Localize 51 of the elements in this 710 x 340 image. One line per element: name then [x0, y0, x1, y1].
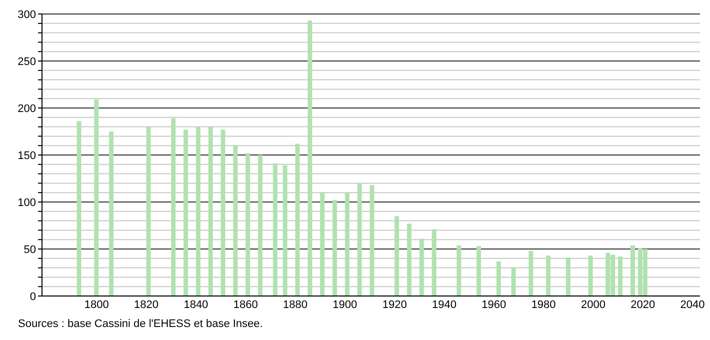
y-tick-label: 150 [18, 150, 36, 162]
x-tick-label: 1980 [531, 298, 556, 311]
bar [233, 146, 238, 296]
bar [332, 200, 337, 296]
bar [320, 192, 325, 296]
bar [566, 257, 570, 296]
x-tick-label: 2040 [680, 298, 705, 311]
bar [496, 261, 501, 296]
bar [630, 245, 635, 296]
y-tick-label: 250 [18, 56, 36, 68]
bar [511, 268, 516, 296]
bar [146, 126, 151, 296]
bar [109, 132, 114, 296]
x-tick-label: 2020 [630, 298, 656, 311]
y-tick-label: 300 [18, 8, 36, 21]
bar [546, 256, 551, 296]
y-tick-label: 100 [18, 196, 36, 209]
bar [476, 246, 481, 296]
x-tick-label: 1900 [332, 298, 358, 311]
bar [407, 224, 412, 296]
bar [419, 238, 424, 296]
bar [196, 126, 200, 296]
bar [618, 256, 623, 296]
x-tick-label: 1820 [134, 298, 159, 311]
bar [344, 192, 350, 296]
bar [258, 155, 262, 296]
bar [308, 20, 312, 296]
y-tick-label: 0 [30, 290, 36, 303]
x-tick-label: 1960 [482, 298, 506, 311]
source-note: Sources : base Cassini de l'EHESS et base Insee. [18, 318, 264, 330]
x-tick-label: 1920 [382, 298, 407, 311]
y-tick-label: 50 [24, 244, 36, 256]
bar [184, 130, 188, 296]
bar [456, 245, 462, 296]
x-tick-label: 2000 [580, 298, 606, 311]
bar [272, 163, 278, 296]
y-tick-label: 200 [18, 102, 36, 115]
x-tick-label: 1860 [233, 298, 258, 311]
x-tick-label: 1840 [184, 298, 208, 311]
bar [208, 126, 213, 296]
bar [357, 183, 362, 296]
bar [246, 153, 250, 296]
bar [94, 100, 99, 296]
x-tick-label: 1940 [432, 298, 456, 311]
bar [394, 216, 400, 296]
bar [282, 165, 288, 296]
bar [528, 250, 534, 296]
x-tick-label: 1880 [283, 298, 308, 311]
bar [171, 118, 176, 296]
bar [432, 229, 436, 296]
x-tick-label: 1800 [84, 298, 109, 311]
